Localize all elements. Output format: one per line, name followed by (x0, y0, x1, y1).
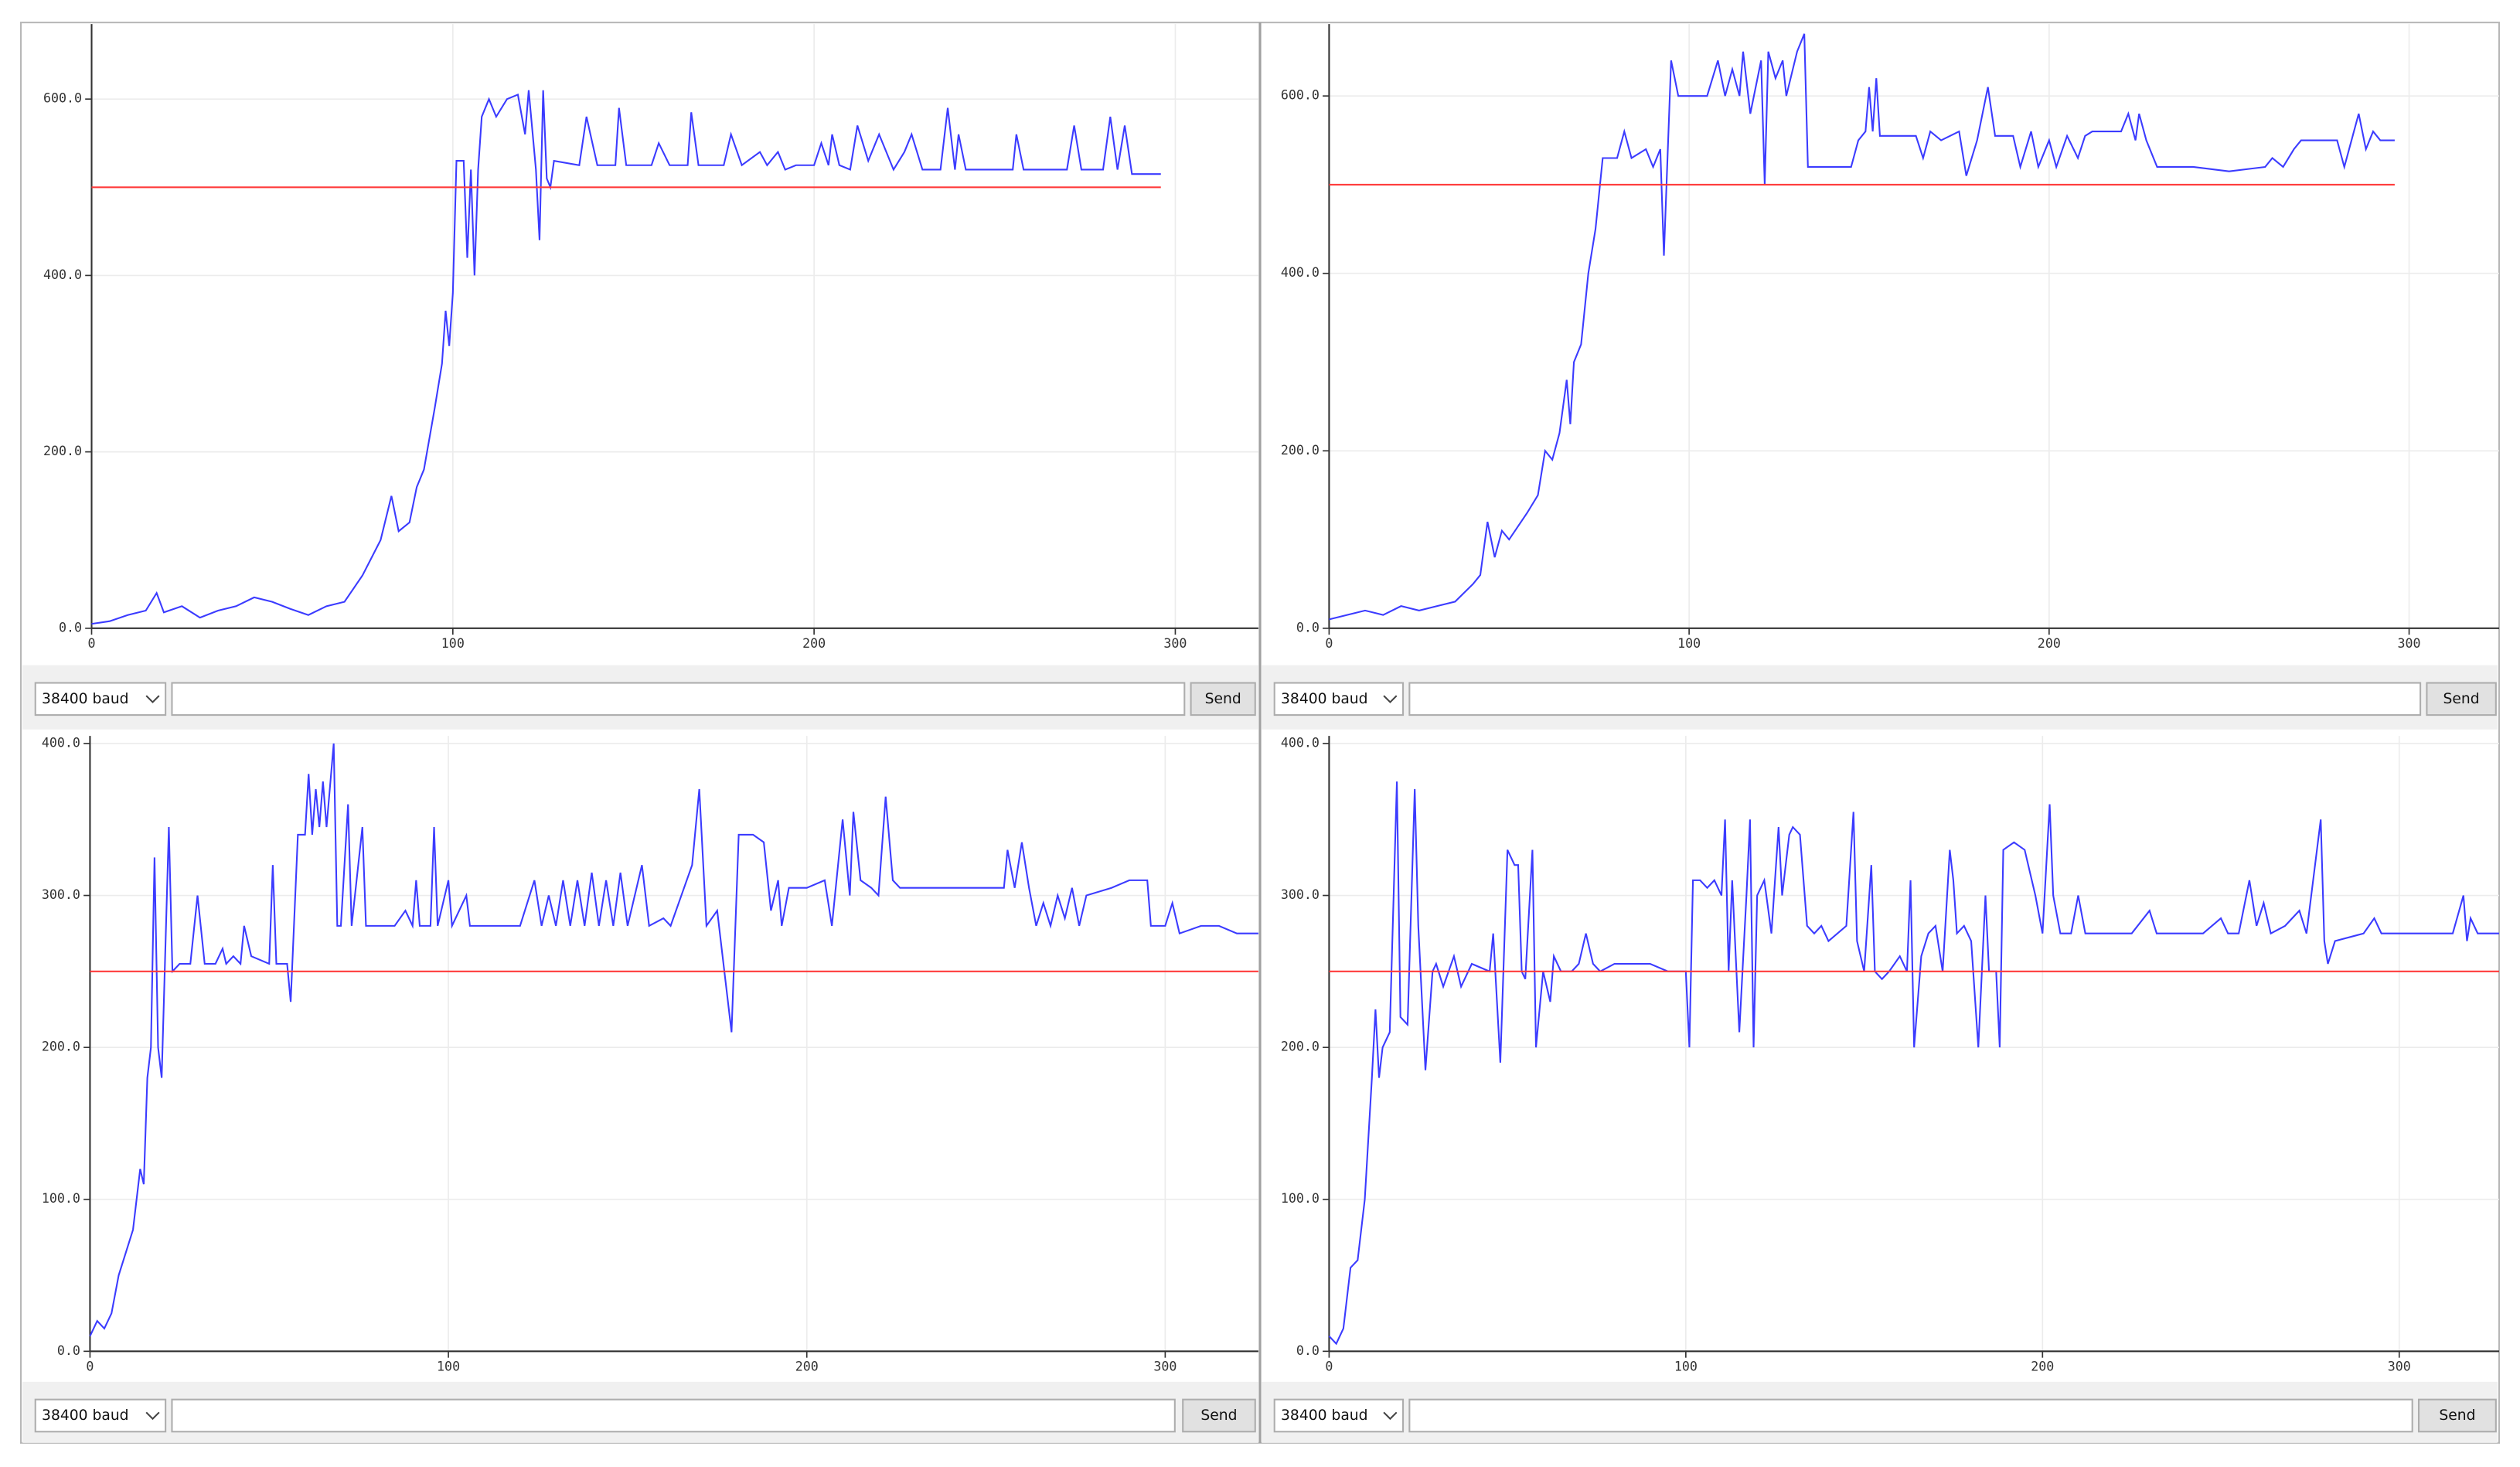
x-tick-label: 0 (1325, 1360, 1333, 1374)
x-tick-label: 300 (2398, 636, 2421, 651)
baud-select-box[interactable] (34, 682, 167, 716)
baud-select-label[interactable]: 38400 baud (42, 691, 129, 707)
baud-select[interactable]: 38400 baud (1273, 682, 1405, 716)
send-button-label[interactable]: Send (2439, 1407, 2475, 1424)
x-tick-label: 200 (2031, 1360, 2054, 1374)
y-tick-label: 400.0 (1281, 265, 1320, 280)
send-button-box[interactable] (2417, 1398, 2497, 1433)
send-button[interactable]: Send (2426, 682, 2497, 716)
x-tick-label: 300 (1153, 1360, 1177, 1374)
x-tick-label: 0 (87, 636, 95, 651)
baud-select-box[interactable] (1273, 1398, 1405, 1433)
baud-select-box[interactable] (1273, 682, 1405, 716)
y-tick-label: 200.0 (1281, 1040, 1320, 1054)
baud-select[interactable]: 38400 baud (1273, 1398, 1405, 1433)
y-tick-label: 200.0 (42, 1040, 80, 1054)
baud-select-label[interactable]: 38400 baud (1281, 691, 1368, 707)
baud-select-label[interactable]: 38400 baud (1281, 1407, 1368, 1424)
y-tick-label: 600.0 (43, 91, 82, 106)
data-line (1329, 33, 2395, 621)
baud-select[interactable]: 38400 baud (34, 682, 167, 716)
y-tick-label: 300.0 (42, 887, 80, 902)
x-tick-label: 100 (1674, 1360, 1698, 1374)
message-input[interactable] (171, 682, 1186, 716)
y-tick-label: 400.0 (1281, 735, 1320, 750)
y-tick-label: 0.0 (1296, 1343, 1320, 1358)
send-button-box[interactable] (1182, 1398, 1256, 1433)
y-tick-label: 0.0 (57, 1343, 80, 1358)
message-input[interactable] (1408, 1398, 2413, 1433)
y-tick-label: 600.0 (1281, 88, 1320, 103)
send-button[interactable]: Send (2417, 1398, 2497, 1433)
dropdown-arrow[interactable] (145, 695, 160, 703)
baud-select-box[interactable] (34, 1398, 167, 1433)
y-tick-label: 200.0 (43, 444, 82, 458)
data-line (91, 90, 1161, 625)
send-button-box[interactable] (2426, 682, 2497, 716)
x-tick-label: 0 (1325, 636, 1333, 651)
y-tick-label: 0.0 (1296, 620, 1320, 635)
message-input[interactable] (171, 1398, 1176, 1433)
send-button-label[interactable]: Send (2443, 691, 2480, 707)
send-button-label[interactable]: Send (1205, 691, 1241, 707)
x-tick-label: 300 (2388, 1360, 2411, 1374)
y-tick-label: 400.0 (42, 735, 80, 750)
y-tick-label: 300.0 (1281, 887, 1320, 902)
y-tick-label: 100.0 (42, 1191, 80, 1206)
x-tick-label: 200 (2038, 636, 2061, 651)
dropdown-arrow[interactable] (1383, 1411, 1398, 1421)
x-tick-label: 100 (1677, 636, 1701, 651)
send-button[interactable]: Send (1190, 682, 1256, 716)
message-input[interactable] (1408, 682, 2422, 716)
y-tick-label: 100.0 (1281, 1191, 1320, 1206)
x-tick-label: 200 (795, 1360, 819, 1374)
data-line (1328, 781, 2499, 1346)
x-tick-label: 100 (437, 1360, 460, 1374)
x-tick-label: 100 (441, 636, 465, 651)
send-button-label[interactable]: Send (1200, 1407, 1237, 1424)
x-tick-label: 300 (1163, 636, 1187, 651)
x-tick-label: 0 (86, 1360, 94, 1374)
y-tick-label: 200.0 (1281, 443, 1320, 458)
x-tick-label: 200 (802, 636, 826, 651)
dropdown-arrow[interactable] (145, 1411, 160, 1421)
baud-select[interactable]: 38400 baud (34, 1398, 167, 1433)
y-tick-label: 0.0 (59, 620, 82, 635)
data-line (89, 743, 1258, 1337)
y-tick-label: 400.0 (43, 267, 82, 282)
send-button[interactable]: Send (1182, 1398, 1256, 1433)
baud-select-label[interactable]: 38400 baud (42, 1407, 129, 1424)
dropdown-arrow[interactable] (1383, 695, 1398, 703)
send-button-box[interactable] (1190, 682, 1256, 716)
